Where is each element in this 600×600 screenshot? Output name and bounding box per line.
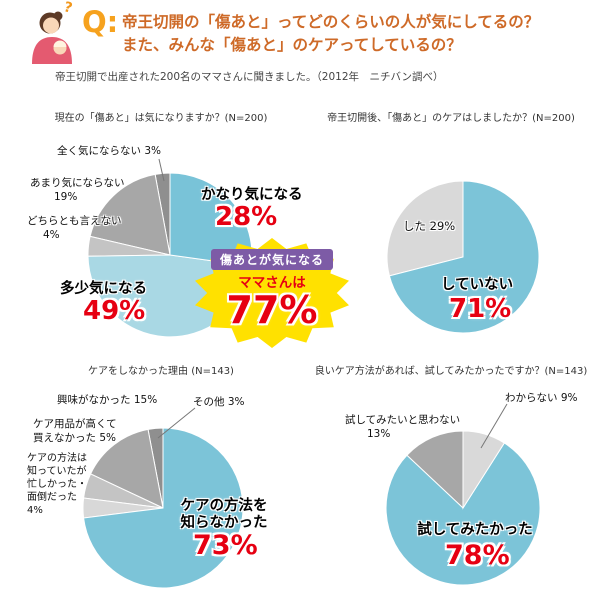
slice-label-somewhat: 多少気になる [60, 281, 147, 297]
slice-percent: 5% [99, 431, 117, 444]
pie-slice [89, 428, 164, 509]
pie-slice [386, 180, 464, 277]
burst-content: 傷あとが気になる ママさんは 77% [192, 236, 352, 331]
slice-percent-somewhat: 49% [83, 296, 146, 326]
slice-label-not-at-all: 全く気にならない 3% [57, 145, 162, 157]
slice-label-did-not-care: していない [441, 277, 514, 293]
slice-percent: 9% [560, 392, 578, 404]
slice-label-dont-know: わからない 9% [505, 392, 578, 404]
burst-headline: 傷あとが気になる [210, 249, 333, 270]
burst-percent: 77% [226, 288, 318, 332]
page-title-line2: また、みんな「傷あと」のケアってしているの？ [122, 36, 462, 54]
slice-label-not-much: あまり気にならない 19% [30, 177, 125, 203]
pie-slice [462, 430, 505, 510]
slice-percent: 4% [27, 505, 43, 516]
slice-label-very: かなり気になる [201, 187, 303, 203]
mom-icon [32, 11, 72, 64]
chart-title: 良いケア方法があれば、試してみたかったですか？(N=143) [314, 366, 588, 377]
slice-label-too-expensive: ケア用品が高くて買えなかった 5% [33, 418, 117, 444]
chart-title: 現在の「傷あと」は気になりますか？(N=200) [54, 113, 268, 124]
slice-label-other: その他 3% [193, 396, 245, 408]
survey-note: 帝王切開で出産された200名のママさんに聞きました。（2012年 ニチバン調べ） [55, 71, 444, 83]
pie-slice [83, 427, 244, 589]
slice-percent: 13% [367, 427, 391, 440]
leader-line [157, 407, 196, 439]
page-title: 帝王切開の「傷あと」ってどのくらいの人が気にしてるの？ また、みんな「傷あと」の… [122, 11, 539, 57]
pie-slice [406, 430, 464, 510]
pie-chart [386, 180, 540, 334]
leader-line [480, 403, 508, 449]
chart-care-done: 帝王切開後、「傷あと」のケアはしましたか？(N=200) した 29% していな… [305, 105, 597, 363]
slice-label-would-not-try: 試してみたいと思わない 13% [345, 414, 461, 440]
slice-percent: 3% [227, 396, 245, 408]
slice-percent: 19% [54, 190, 78, 203]
slice-label-did-care: した 29% [403, 219, 456, 233]
slice-percent-did-not-care: 71% [449, 294, 512, 324]
pie-slice [385, 442, 541, 586]
slice-label-wanted-try: 試してみたかった [417, 522, 533, 538]
pie-slice [89, 173, 171, 256]
slice-percent: 3% [144, 145, 162, 157]
leader-line [158, 158, 165, 182]
slice-label-did-not-know: ケアの方法を知らなかった [180, 498, 268, 531]
burst-subline: ママさんは [238, 275, 306, 291]
pie-chart [82, 407, 244, 589]
pie-chart [385, 403, 541, 586]
page-title-line1: 帝王切開の「傷あと」ってどのくらいの人が気にしてるの？ [122, 13, 540, 31]
slice-percent: 4% [43, 228, 60, 241]
slice-percent-did-not-know: 73% [193, 530, 258, 561]
slice-percent: 15% [133, 394, 158, 406]
slice-percent-very: 28% [215, 202, 278, 232]
pie-slice [388, 180, 540, 334]
chart-want-try: 良いケア方法があれば、試してみたかったですか？(N=143) わからない 9% … [305, 358, 597, 598]
slice-percent: 29% [429, 219, 456, 233]
slice-label-knew-but-busy: ケアの方法は知っていたが忙しかった・面倒だった 4% [27, 453, 87, 516]
mom-illustration-icon [26, 8, 78, 64]
highlight-burst: 傷あとが気になる ママさんは 77% [192, 236, 352, 350]
chart-title: ケアをしなかった理由 (N=143) [88, 366, 234, 377]
chart-title: 帝王切開後、「傷あと」のケアはしましたか？(N=200) [327, 113, 575, 124]
slice-label-no-interest: 興味がなかった 15% [57, 394, 158, 406]
q-label: Q: [82, 5, 119, 39]
slice-percent-wanted-try: 78% [445, 540, 510, 571]
slice-label-neither: どちらとも言えない 4% [27, 215, 122, 241]
chart-no-care-reason: ケアをしなかった理由 (N=143) 興味がなかった 15% その他 3% ケア… [15, 358, 307, 598]
